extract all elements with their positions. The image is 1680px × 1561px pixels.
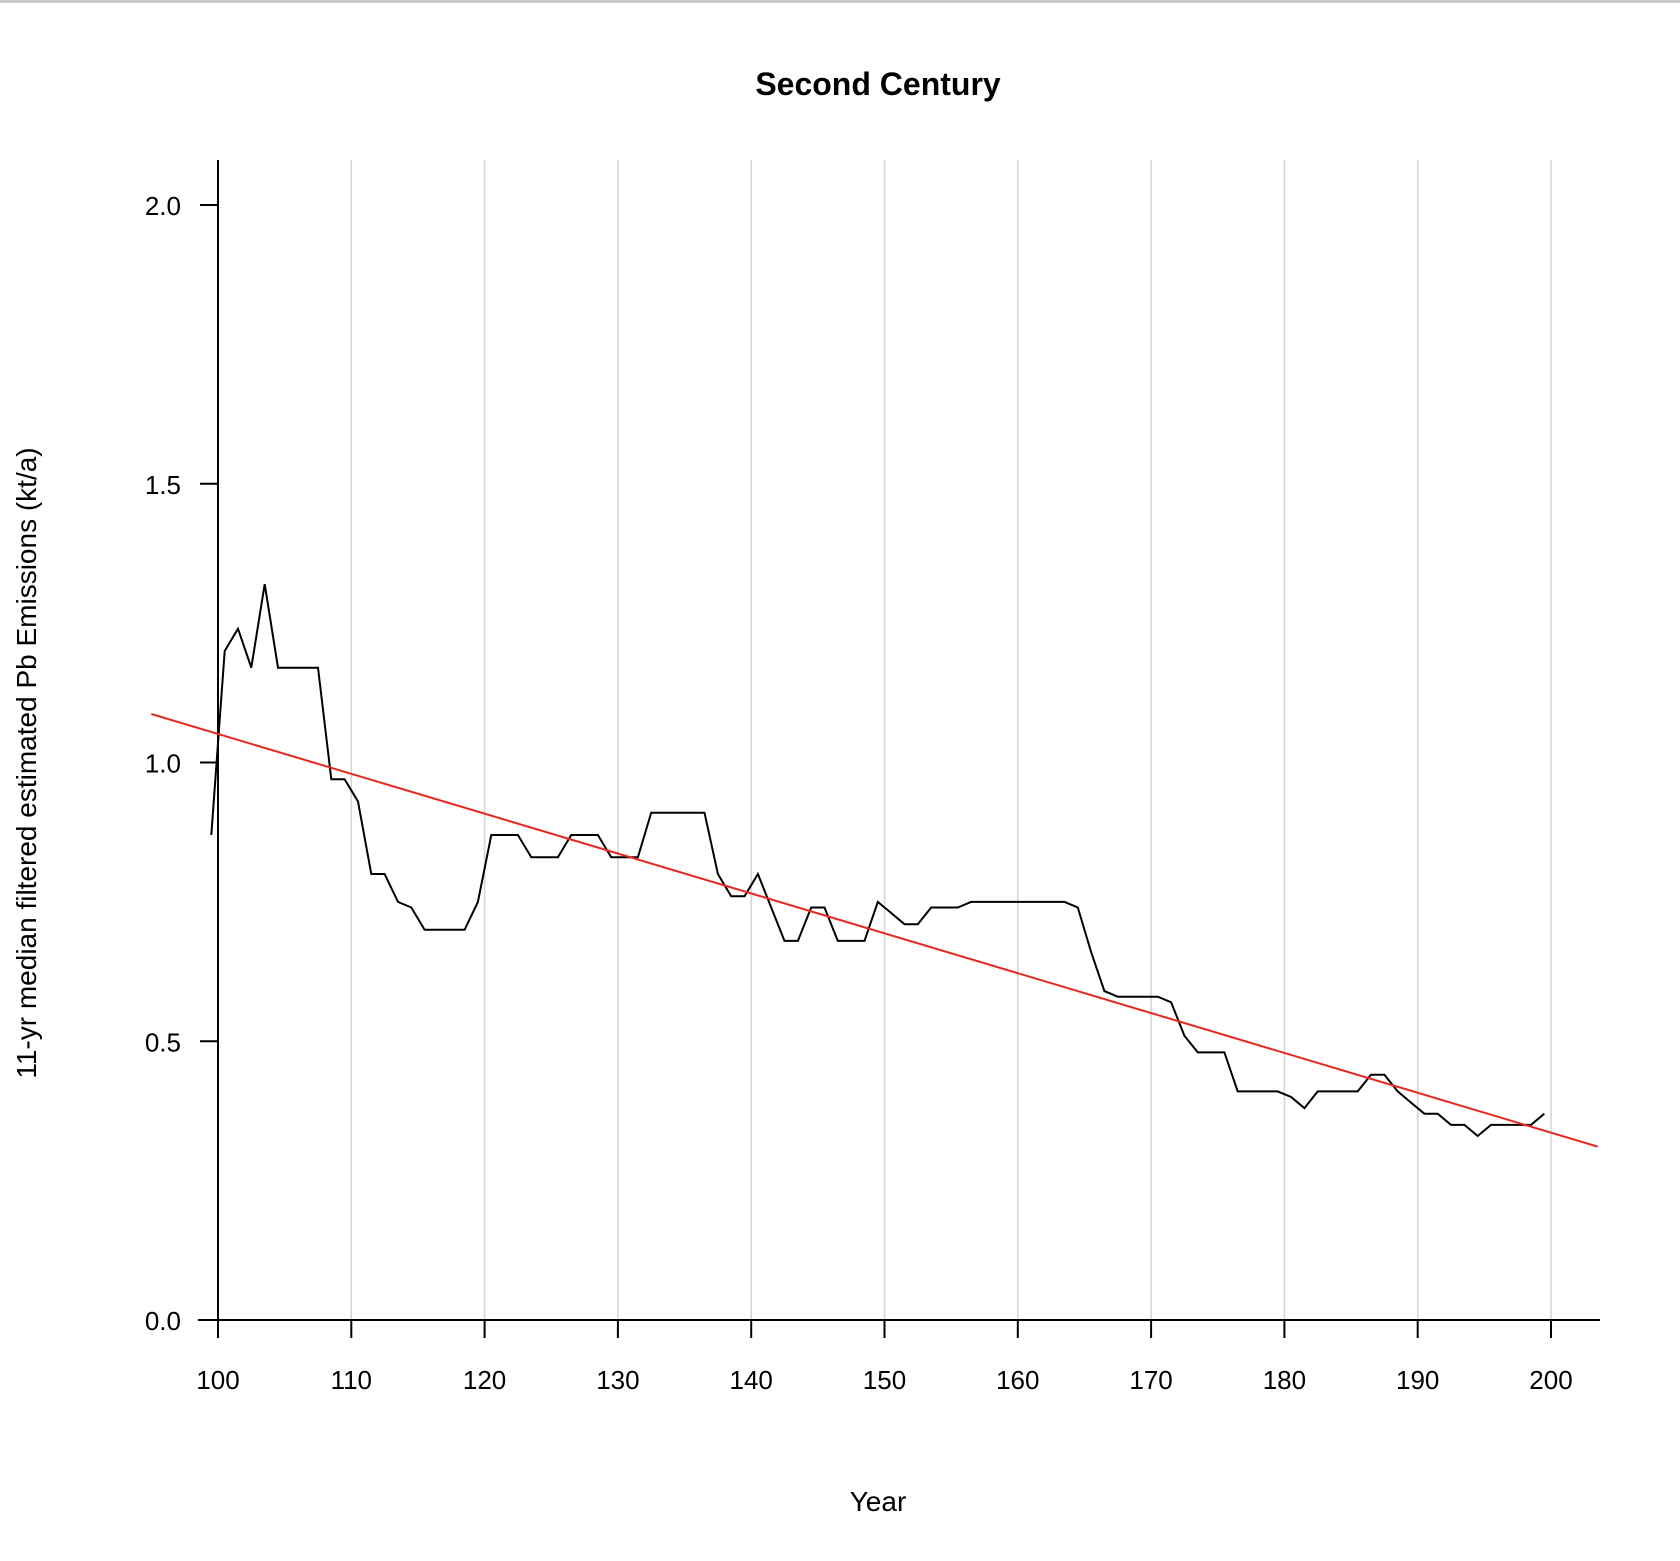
x-tick-label-110: 110	[331, 1365, 372, 1395]
x-tick-label-180: 180	[1263, 1365, 1306, 1395]
x-axis-label: Year	[850, 1486, 907, 1517]
x-tick-label-150: 150	[863, 1365, 906, 1395]
x-tick-label-160: 160	[996, 1365, 1039, 1395]
series-line-0	[210, 583, 1545, 1138]
x-tick-label-200: 200	[1529, 1365, 1572, 1395]
y-tick-label-1: 1.0	[145, 749, 181, 779]
chart-title: Second Century	[755, 66, 1001, 102]
axes: 100 110 120 130 140 150 160 170 180 190 200 0.0 0.5 1…	[145, 160, 1600, 1395]
series-layer	[151, 583, 1598, 1148]
x-tick-label-190: 190	[1396, 1365, 1439, 1395]
x-tick-label-130: 130	[596, 1365, 639, 1395]
trend-line	[151, 713, 1598, 1148]
x-tick-label-170: 170	[1129, 1365, 1172, 1395]
x-tick-label-100: 100	[196, 1365, 239, 1395]
grid-lines	[350, 160, 1552, 1320]
y-tick-label-0.5: 0.5	[145, 1027, 181, 1057]
x-tick-label-140: 140	[730, 1365, 773, 1395]
y-axis-label: 11-yr median filtered estimated Pb Emiss…	[11, 447, 42, 1078]
x-tick-label-120: 120	[463, 1365, 506, 1395]
y-tick-label-0: 0.0	[145, 1306, 181, 1336]
top-border	[0, 0, 1680, 3]
y-tick-label-2: 2.0	[145, 191, 181, 221]
y-tick-label-1.5: 1.5	[145, 470, 181, 500]
